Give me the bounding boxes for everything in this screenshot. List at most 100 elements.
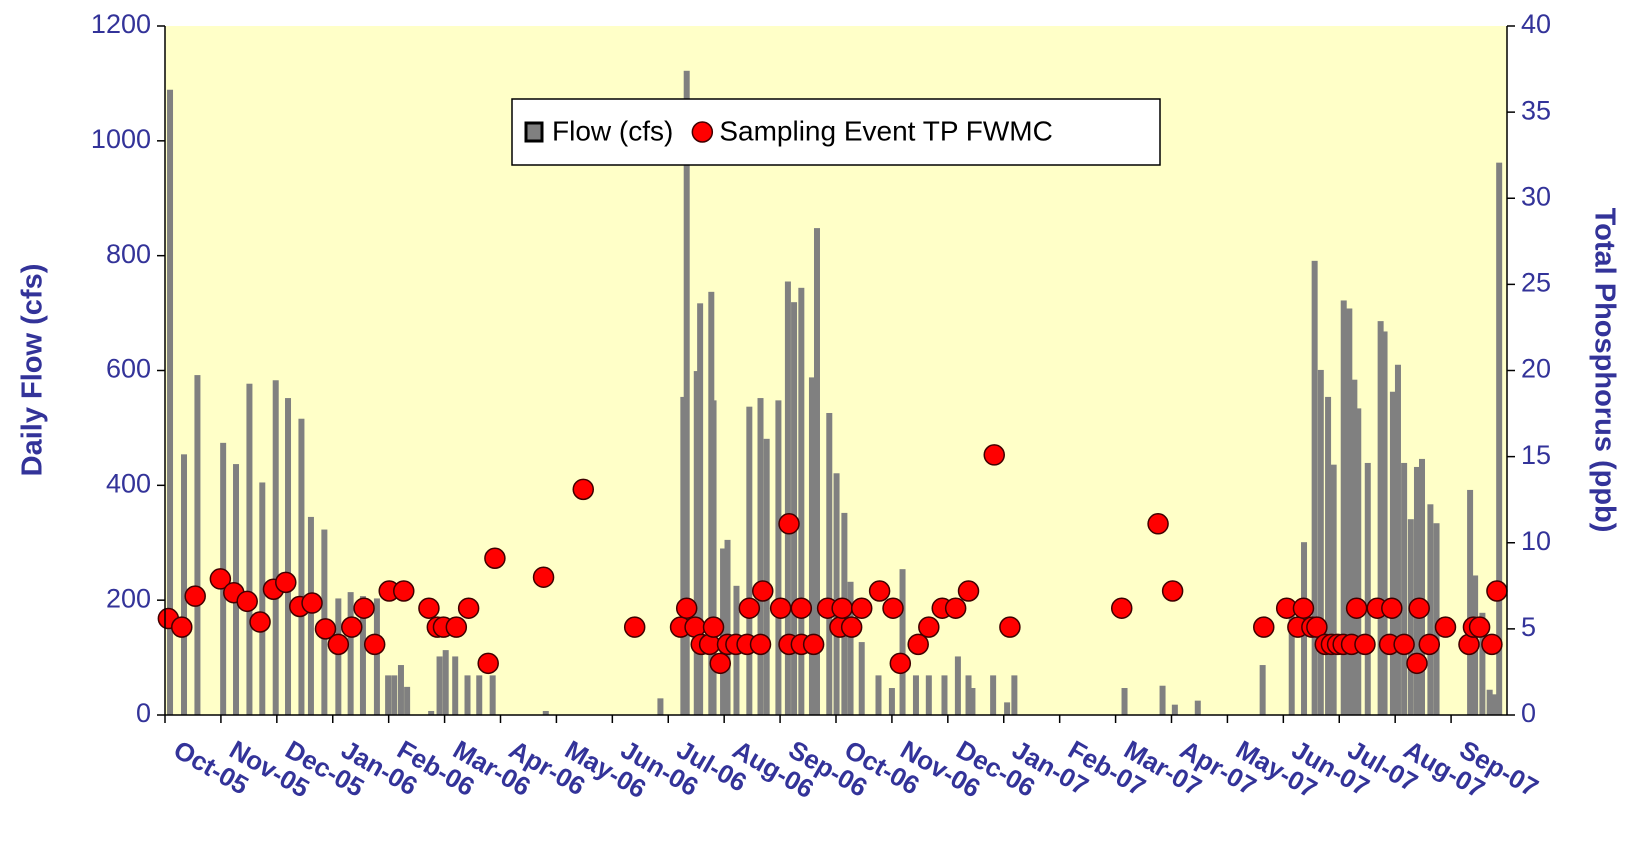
flow-bar — [912, 675, 919, 715]
tp-point — [1110, 597, 1133, 619]
tp-point — [882, 597, 904, 619]
flow-bar — [808, 377, 815, 715]
legend: Flow (cfs) Sampling Event TP FWMC — [511, 98, 1161, 166]
tp-point — [623, 616, 646, 638]
flow-bar — [710, 400, 717, 715]
tp-point — [327, 633, 350, 656]
flow-bar — [693, 371, 700, 715]
legend-box — [511, 98, 1161, 166]
flow-bar — [763, 438, 770, 715]
flow-bar — [442, 650, 449, 715]
flow-bar — [1346, 308, 1353, 715]
flow-bar — [826, 412, 833, 715]
tp-point — [477, 652, 499, 675]
flow-bar — [1325, 396, 1332, 715]
flow-bar — [1413, 466, 1420, 715]
flow-bar — [925, 675, 932, 715]
flow-bar — [391, 675, 398, 715]
flow-bar — [1171, 704, 1178, 715]
flow-bar — [941, 675, 948, 715]
tp-point — [675, 597, 698, 619]
flow-bar — [1389, 391, 1396, 715]
y2-tick-label: 35 — [1521, 95, 1551, 125]
tp-point — [1306, 616, 1328, 638]
flow-bar — [1288, 611, 1295, 715]
flow-bar — [181, 454, 188, 715]
flow-bar — [954, 656, 961, 715]
flow-bar — [404, 686, 411, 715]
tp-point — [393, 580, 415, 602]
flow-bar — [1355, 408, 1362, 715]
flow-bar — [1492, 694, 1499, 715]
tp-point — [769, 597, 792, 619]
tp-point — [301, 592, 323, 614]
flow-bar — [1467, 489, 1474, 715]
flow-bar — [1377, 321, 1384, 715]
tp-point — [907, 633, 929, 656]
flow-bar — [428, 710, 435, 715]
flow-bar — [1351, 379, 1358, 715]
flow-bar — [784, 281, 791, 715]
flow-bar — [1121, 688, 1128, 715]
legend-label: Sampling Event TP FWMC — [719, 115, 1053, 146]
flow-bar — [1479, 612, 1486, 715]
tp-point — [1481, 633, 1503, 656]
y2-tick-label: 10 — [1521, 526, 1551, 556]
tp-point — [1434, 616, 1457, 638]
legend-swatch — [524, 121, 544, 143]
tp-point — [314, 618, 337, 640]
flow-bar — [1311, 260, 1318, 715]
tp-point — [1468, 616, 1491, 638]
flow-bar — [1004, 702, 1011, 715]
tp-point — [802, 633, 825, 656]
tp-point — [353, 597, 375, 619]
tp-point — [999, 616, 1021, 638]
flow-bar — [1401, 462, 1408, 715]
flow-bar — [452, 656, 459, 715]
flow-bar — [307, 516, 314, 715]
tp-point — [532, 566, 555, 588]
tp-point — [709, 652, 732, 675]
tp-point — [1418, 633, 1441, 656]
flow-bar — [335, 598, 342, 715]
flow-bar — [757, 398, 764, 715]
tp-point — [1393, 633, 1415, 656]
flow-bar — [969, 688, 976, 715]
flow-bar — [1011, 675, 1018, 715]
flow-bar — [990, 675, 997, 715]
tp-point — [840, 616, 863, 638]
flow-bar — [680, 396, 687, 715]
tp-point — [184, 585, 206, 607]
flow-bar — [833, 473, 840, 715]
flow-bar — [194, 375, 201, 715]
flow-bar — [724, 539, 731, 715]
y-tick-label: 1000 — [91, 124, 151, 154]
y2-tick-label: 20 — [1521, 354, 1551, 384]
flow-bar — [1194, 700, 1201, 715]
flow-bar — [791, 302, 798, 715]
flow-bar — [1340, 300, 1347, 715]
flow-bar — [1381, 331, 1388, 715]
y-tick-label: 600 — [106, 354, 151, 384]
tp-point — [209, 568, 232, 590]
flow-bar — [272, 380, 279, 715]
flow-bar — [542, 710, 549, 715]
tp-point — [790, 597, 813, 619]
marks — [157, 70, 1508, 716]
tp-point — [702, 616, 725, 638]
tp-point — [341, 616, 363, 638]
flow-bar — [1419, 458, 1426, 715]
flow-bar — [285, 398, 292, 715]
tp-point — [850, 597, 873, 619]
tp-point — [249, 611, 271, 633]
flow-bar — [373, 598, 380, 715]
tp-point — [1161, 580, 1184, 602]
tp-point — [918, 616, 940, 638]
tp-point — [1292, 597, 1315, 619]
flow-bar — [167, 89, 174, 716]
y2-tick-label: 25 — [1521, 268, 1551, 298]
tp-point — [868, 580, 891, 602]
y-axis-title: Daily Flow (cfs) — [17, 264, 49, 477]
tp-point — [1345, 597, 1368, 619]
